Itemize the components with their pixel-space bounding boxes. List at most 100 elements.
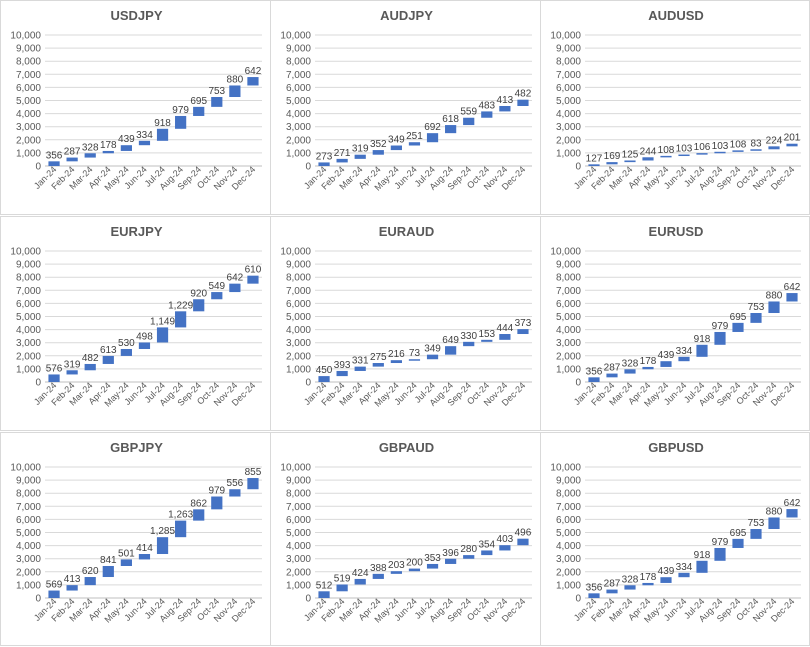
data-label: 559 [460, 107, 477, 118]
waterfall-bar [138, 342, 151, 349]
waterfall-bar [499, 334, 511, 340]
waterfall-bar [517, 538, 529, 546]
data-label: 287 [64, 147, 81, 158]
waterfall-bar [408, 359, 421, 361]
data-label: 349 [424, 344, 441, 355]
y-tick-label: 6,000 [286, 83, 311, 94]
y-tick-label: 1,000 [286, 580, 311, 591]
waterfall-bar [768, 301, 780, 314]
waterfall-bar [211, 292, 223, 300]
data-label: 273 [316, 151, 333, 162]
waterfall-bar [247, 478, 259, 490]
y-tick-label: 1,000 [286, 148, 311, 159]
y-tick-label: 8,000 [16, 489, 41, 500]
y-tick-label: 7,000 [16, 286, 41, 297]
data-label: 695 [190, 96, 207, 107]
data-label: 73 [409, 348, 421, 359]
waterfall-bar [84, 363, 96, 371]
y-tick-label: 0 [35, 162, 41, 173]
data-label: 482 [515, 89, 532, 100]
y-tick-label: 10,000 [550, 247, 581, 258]
y-tick-label: 5,000 [556, 528, 581, 539]
waterfall-bar [696, 153, 708, 155]
waterfall-bar [588, 593, 600, 598]
y-tick-label: 3,000 [16, 122, 41, 133]
y-tick-label: 2,000 [16, 135, 41, 146]
waterfall-bar [102, 150, 114, 154]
chart-title: EURJPY [110, 224, 162, 239]
y-tick-label: 3,000 [556, 554, 581, 565]
y-tick-label: 9,000 [556, 260, 581, 271]
chart-eurusd: EURUSD 0 1,000 2,000 3,000 4,000 5,000 6,000 7,0… [550, 224, 801, 409]
data-label: 251 [406, 131, 423, 142]
y-tick-label: 1,000 [16, 148, 41, 159]
y-tick-label: 0 [305, 162, 311, 173]
y-tick-label: 1,000 [286, 364, 311, 375]
chart-eurjpy: EURJPY 0 1,000 2,000 3,000 4,000 5,000 6,000 7,0… [10, 224, 262, 409]
waterfall-bar [696, 344, 708, 357]
y-tick-label: 4,000 [286, 541, 311, 552]
y-tick-label: 1,000 [556, 364, 581, 375]
waterfall-bar [517, 329, 529, 335]
chart-gbpaud: GBPAUD 0 1,000 2,000 3,000 4,000 5,000 6,000 7,0… [280, 440, 532, 625]
y-tick-label: 1,000 [556, 580, 581, 591]
waterfall-bar [768, 146, 780, 150]
data-label: 353 [424, 553, 441, 564]
waterfall-bar [193, 299, 205, 312]
waterfall-bar [426, 563, 439, 569]
data-label: 108 [658, 145, 675, 156]
y-tick-label: 4,000 [556, 541, 581, 552]
data-label: 334 [676, 346, 693, 357]
data-label: 482 [82, 353, 99, 364]
waterfall-bar [102, 355, 114, 364]
y-tick-label: 5,000 [286, 312, 311, 323]
y-tick-label: 9,000 [286, 476, 311, 487]
data-label: 444 [497, 323, 514, 334]
data-label: 103 [676, 144, 693, 155]
y-tick-label: 9,000 [16, 260, 41, 271]
data-label: 979 [208, 486, 225, 497]
waterfall-bar [408, 568, 421, 572]
waterfall-bar [120, 348, 132, 356]
waterfall-bar [786, 509, 798, 518]
waterfall-bar [750, 529, 762, 539]
waterfall-bar [336, 158, 348, 163]
data-label: 356 [46, 150, 63, 161]
y-tick-label: 3,000 [556, 122, 581, 133]
y-tick-label: 2,000 [16, 567, 41, 578]
data-label: 483 [478, 100, 495, 111]
waterfall-bar [463, 555, 475, 559]
waterfall-bar [211, 97, 223, 107]
y-tick-label: 9,000 [556, 476, 581, 487]
y-tick-label: 3,000 [16, 554, 41, 565]
data-label: 498 [136, 331, 153, 342]
waterfall-bar [445, 558, 457, 564]
waterfall-bar [624, 160, 636, 163]
y-tick-label: 5,000 [286, 528, 311, 539]
data-label: 108 [730, 139, 747, 150]
y-tick-label: 7,000 [286, 70, 311, 81]
data-label: 396 [442, 548, 459, 559]
data-label: 373 [515, 318, 532, 329]
y-tick-label: 7,000 [556, 70, 581, 81]
y-tick-label: 5,000 [556, 312, 581, 323]
y-tick-label: 5,000 [556, 96, 581, 107]
y-tick-label: 9,000 [16, 44, 41, 55]
chart-title: GBPUSD [648, 440, 704, 455]
data-label: 556 [227, 478, 244, 489]
y-tick-label: 2,000 [286, 351, 311, 362]
waterfall-bar [463, 341, 475, 347]
y-tick-label: 4,000 [16, 541, 41, 552]
y-tick-label: 7,000 [556, 286, 581, 297]
data-label: 328 [82, 142, 99, 153]
chart-euraud: EURAUD 0 1,000 2,000 3,000 4,000 5,000 6,000 7,0… [280, 224, 532, 409]
chart-panel-audusd: AUDUSD 0 1,000 2,000 3,000 4,000 5,000 6,000 7,0… [540, 0, 810, 215]
y-tick-label: 2,000 [556, 135, 581, 146]
y-tick-label: 7,000 [286, 502, 311, 513]
chart-panel-gbpaud: GBPAUD 0 1,000 2,000 3,000 4,000 5,000 6,000 7,0… [270, 432, 541, 646]
data-label: 450 [316, 365, 333, 376]
data-label: 530 [118, 338, 135, 349]
chart-usdjpy: USDJPY 0 1,000 2,000 3,000 4,000 5,000 6,000 7,0… [10, 8, 262, 193]
waterfall-bar [660, 361, 672, 367]
